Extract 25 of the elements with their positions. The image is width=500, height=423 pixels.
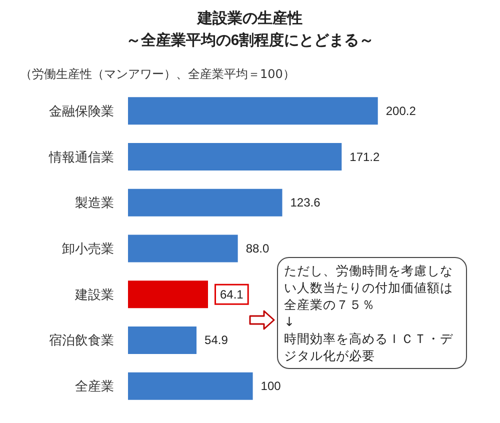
y-tick-label: 卸小売業 <box>62 241 114 256</box>
y-tick-label: 建設業 <box>74 286 114 302</box>
chart-subtitle: ～全産業平均の6割程度にとどまる～ <box>126 31 374 49</box>
bar <box>128 280 208 308</box>
y-tick-label: 情報通信業 <box>48 149 114 164</box>
bar <box>128 372 253 400</box>
y-tick-label: 金融保険業 <box>49 103 114 118</box>
data-label: 123.6 <box>290 196 321 210</box>
chart-title: 建設業の生産性 <box>196 9 302 27</box>
data-label: 200.2 <box>386 104 416 118</box>
annotation: ただし、労働時間を考慮しない人数当たりの付加価値額は全産業の７５％ ↓ 時間効率を高めるＩＣＴ・デジタル化が必要 <box>277 257 467 369</box>
bar <box>128 143 342 171</box>
text: （労働生産性（マンアワー）、全産業平均＝100） <box>20 66 295 83</box>
data-label: 54.9 <box>204 333 228 348</box>
data-label: 100 <box>260 379 282 394</box>
bar <box>128 234 238 262</box>
bar <box>128 326 197 354</box>
y-tick-label: 宿泊飲食業 <box>49 332 114 348</box>
y-tick-label: 全産業 <box>75 378 114 394</box>
bar <box>128 97 378 125</box>
data-label: 64.1 <box>220 287 244 302</box>
data-label: 171.2 <box>350 150 380 164</box>
data-label: 88.0 <box>246 242 270 256</box>
bar <box>128 188 282 216</box>
y-tick-label: 製造業 <box>75 195 114 210</box>
